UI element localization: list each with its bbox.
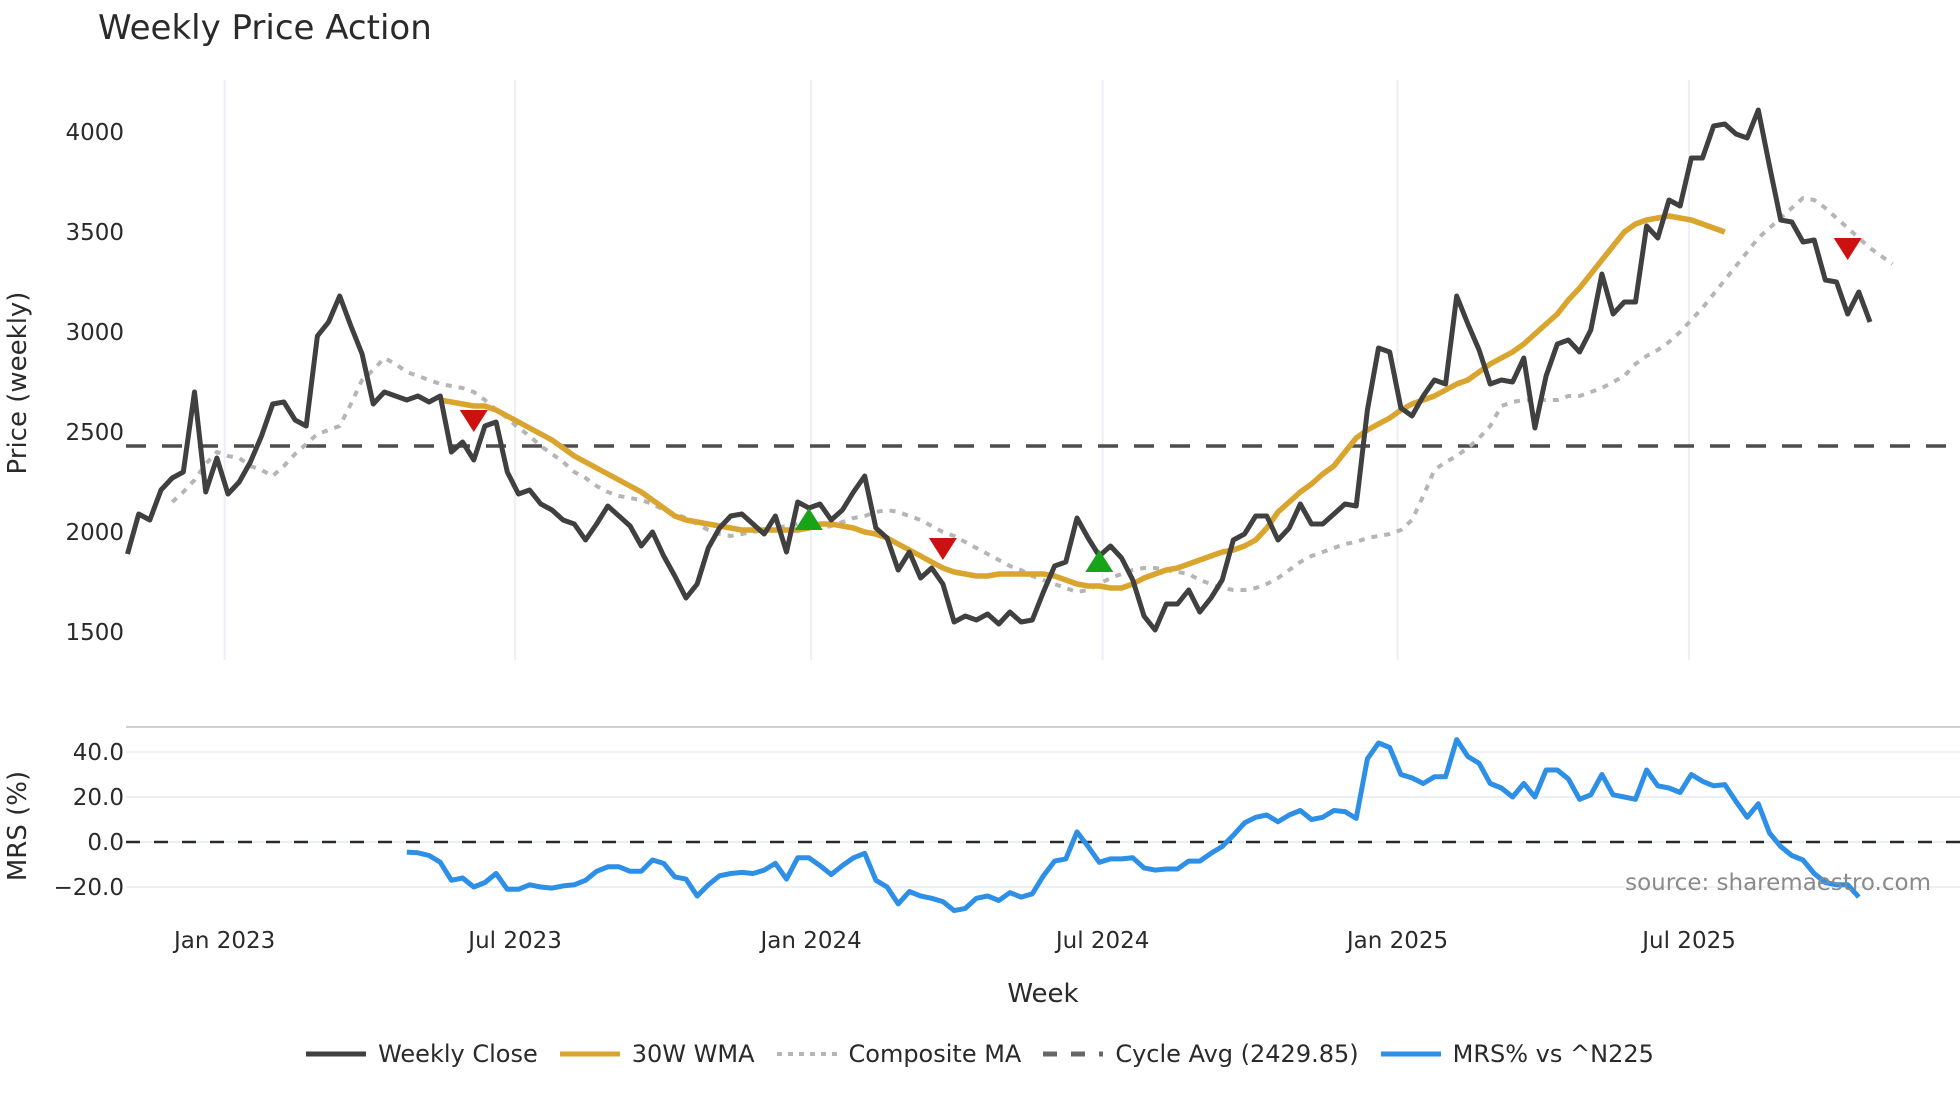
legend-swatch-icon (1043, 1051, 1104, 1057)
x-tick-label: Jan 2025 (1345, 928, 1448, 954)
legend-label: Composite MA (848, 1040, 1022, 1068)
price-y-axis: 1500 2000 2500 3000 3500 4000 (65, 120, 124, 646)
buy-signal-triangle-icon (1085, 550, 1114, 572)
mrs-y-tick-label: 40.0 (73, 740, 124, 766)
legend-label: MRS% vs ^N225 (1452, 1040, 1654, 1068)
x-tick-label: Jul 2025 (1640, 928, 1736, 954)
chart-title: Weekly Price Action (98, 8, 432, 48)
mrs-y-axis: −20.0 0.0 20.0 40.0 (54, 740, 124, 901)
legend-item[interactable]: MRS% vs ^N225 (1380, 1040, 1654, 1068)
price-plot[interactable] (125, 107, 1946, 633)
price-grid (223, 80, 1691, 660)
price-y-tick-label: 3500 (65, 220, 124, 246)
mrs-y-tick-label: 0.0 (87, 830, 124, 856)
legend-label: 30W WMA (631, 1040, 755, 1068)
legend-item[interactable]: Cycle Avg (2429.85) (1043, 1040, 1359, 1068)
legend: Weekly Close 30W WMA Composite MA Cycle Avg… (0, 1036, 1960, 1072)
legend-label: Cycle Avg (2429.85) (1115, 1040, 1359, 1068)
signal-markers (459, 238, 1862, 572)
price-y-tick-label: 4000 (65, 120, 124, 146)
weekly-close-line (125, 107, 1873, 633)
price-y-tick-label: 2500 (65, 420, 124, 446)
legend-item[interactable]: Weekly Close (306, 1040, 538, 1068)
x-tick-label: Jul 2024 (1054, 928, 1150, 954)
mrs-grid (126, 726, 1960, 888)
legend-item[interactable]: 30W WMA (559, 1040, 755, 1068)
legend-swatch-icon (1380, 1051, 1441, 1057)
sell-signal-triangle-icon (928, 538, 957, 560)
wma-30w-line (439, 213, 1726, 591)
x-tick-label: Jan 2024 (758, 928, 861, 954)
mrs-y-axis-title: MRS (%) (3, 771, 33, 881)
price-y-tick-label: 1500 (65, 620, 124, 646)
mrs-plot[interactable] (406, 737, 1861, 914)
legend-swatch-icon (306, 1051, 367, 1057)
mrs-y-tick-label: −20.0 (54, 875, 124, 901)
x-axis-title: Week (1007, 979, 1078, 1009)
mrs-line (406, 737, 1861, 914)
price-y-tick-label: 2000 (65, 520, 124, 546)
buy-signal-triangle-icon (794, 508, 823, 530)
sell-signal-triangle-icon (1833, 238, 1862, 260)
x-tick-label: Jan 2023 (172, 928, 275, 954)
x-axis: Jan 2023 Jul 2023 Jan 2024 Jul 2024 Jan 2025… (172, 928, 1736, 954)
legend-item[interactable]: Composite MA (776, 1040, 1022, 1068)
sell-signal-triangle-icon (459, 410, 488, 432)
x-tick-label: Jul 2023 (466, 928, 562, 954)
legend-label: Weekly Close (378, 1040, 538, 1068)
source-note: source: sharemaestro.com (1625, 870, 1931, 896)
price-y-tick-label: 3000 (65, 320, 124, 346)
price-y-axis-title: Price (weekly) (3, 292, 33, 475)
mrs-y-tick-label: 20.0 (73, 785, 124, 811)
legend-swatch-icon (559, 1051, 620, 1057)
composite-ma-line (170, 196, 1894, 594)
legend-swatch-icon (776, 1052, 837, 1056)
